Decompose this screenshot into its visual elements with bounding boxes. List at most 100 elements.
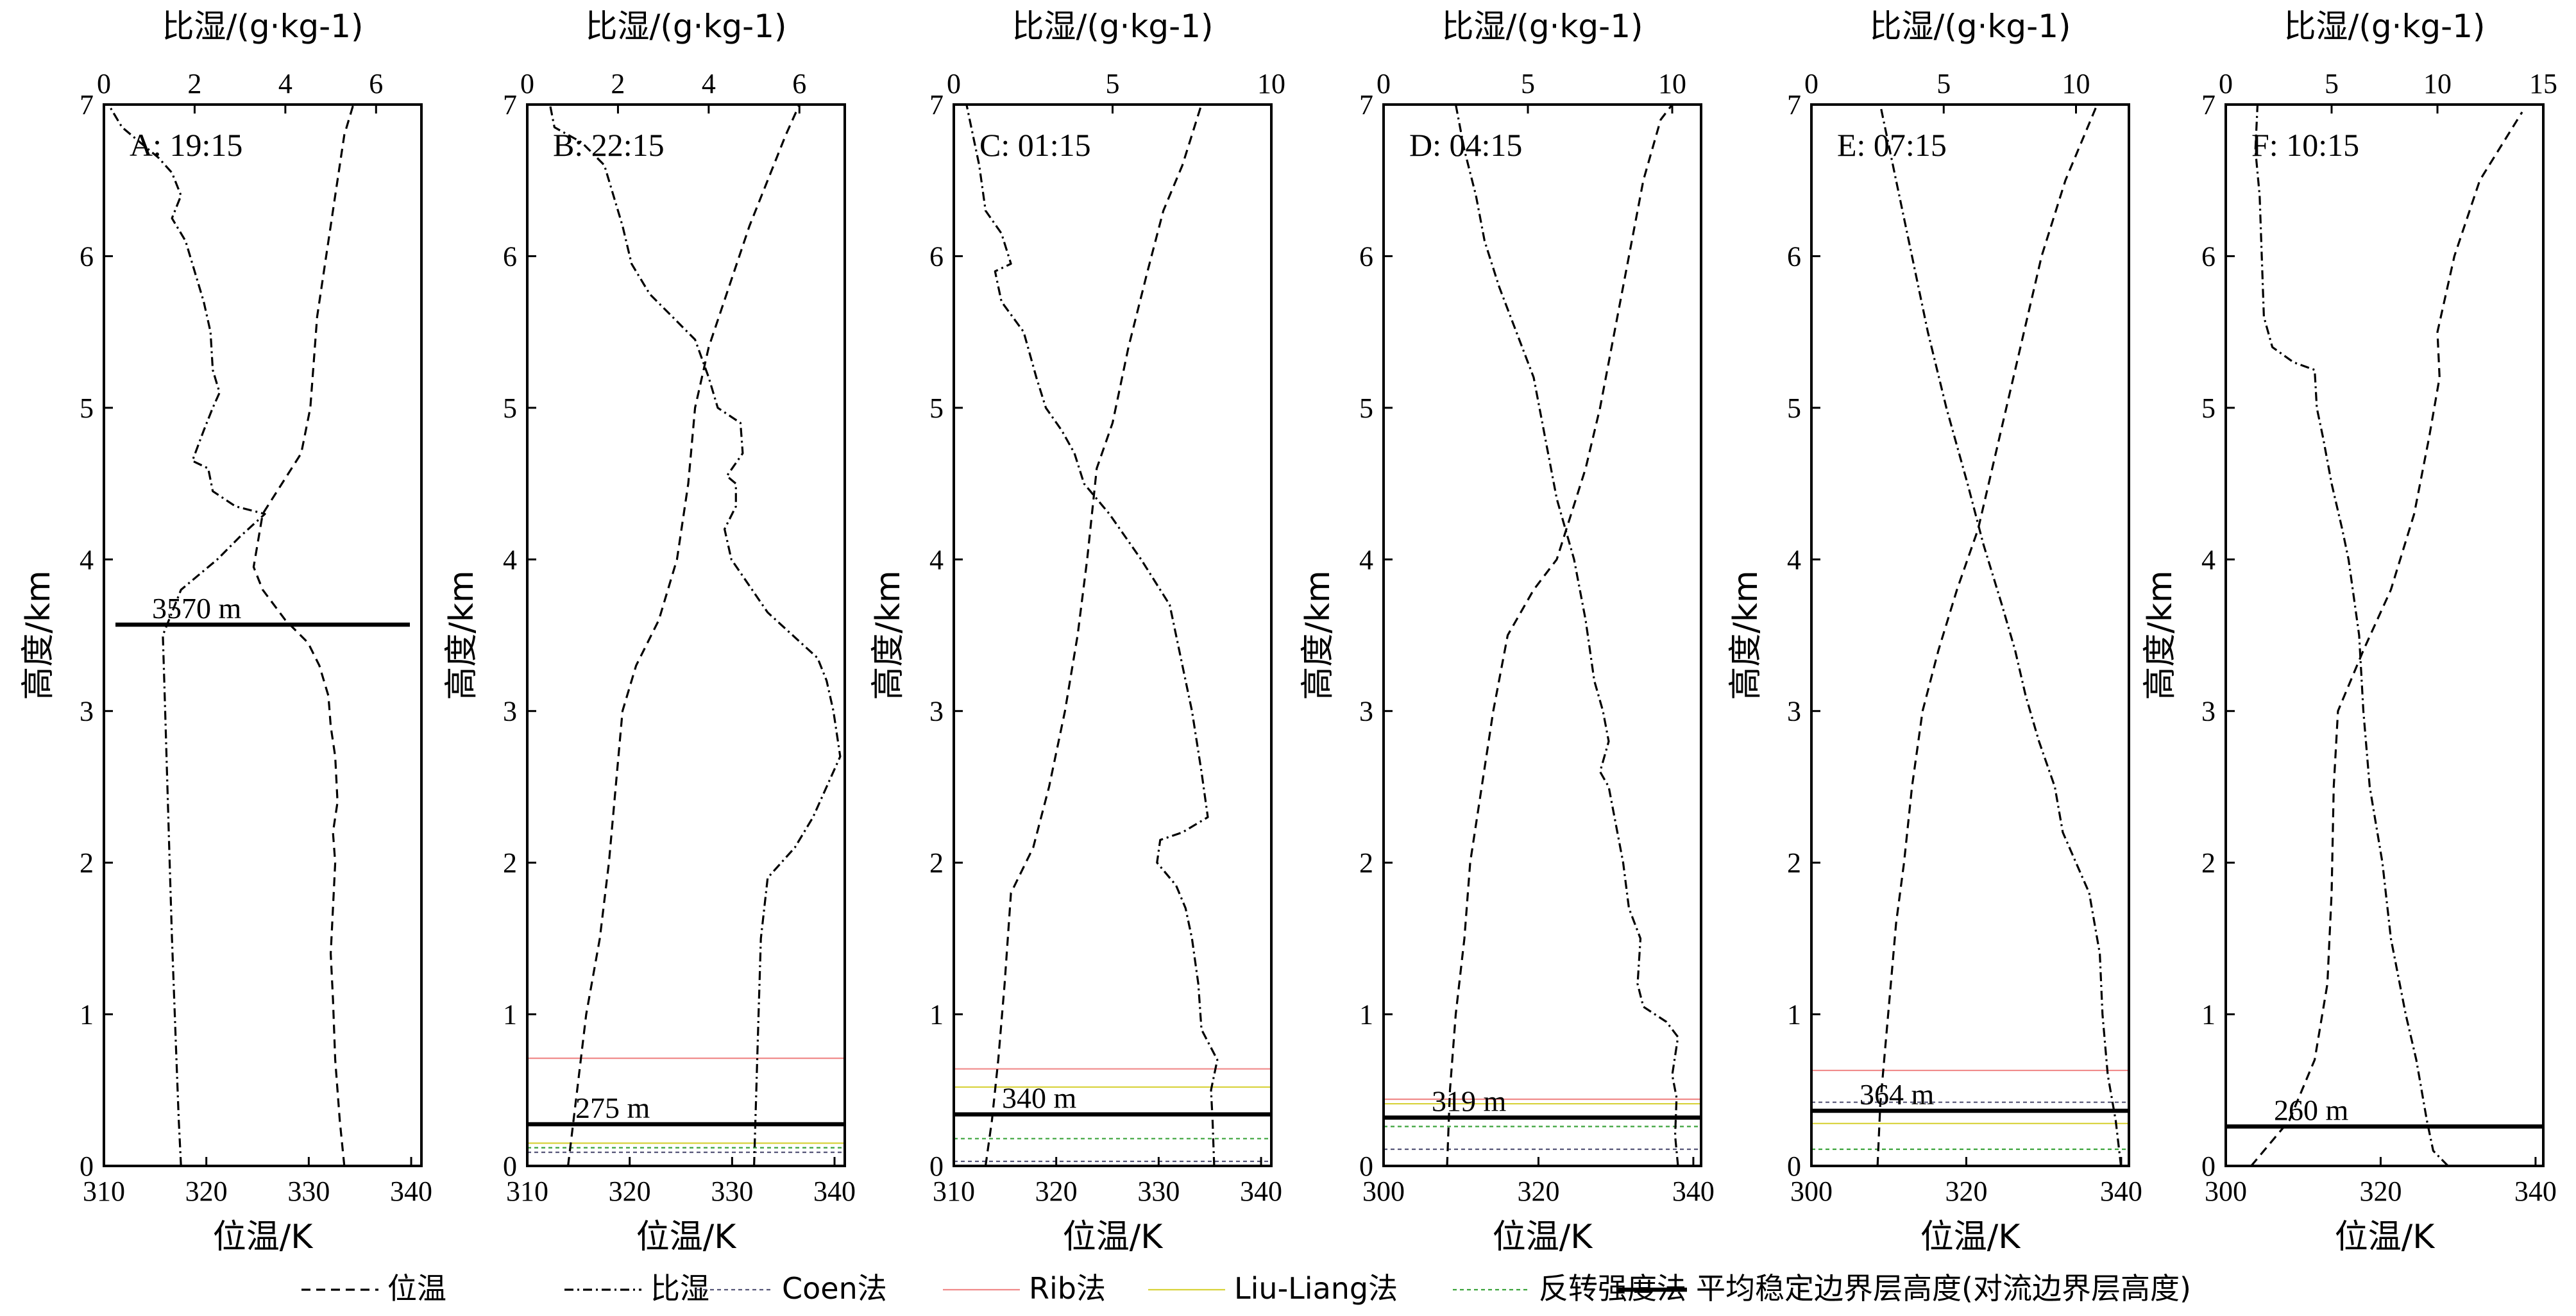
y-tick-label: 3 [1787,696,1801,727]
y-tick-label: 6 [1787,240,1801,272]
x-axis-title: 位温/K [213,1218,314,1256]
series-line-theta [2250,111,2523,1166]
series-line-q [2254,105,2449,1166]
panel-6: 260 m 0 1 2 3 4 5 6 7 300 320 340 0 5 10 15 F: 10:15 位温/K… [2141,8,2557,1256]
x2-tick-label: 5 [1521,68,1535,99]
x-tick-label: 340 [1672,1176,1715,1207]
panel-3: 340 m 0 1 2 3 4 5 6 7 310 320 330 340 0 5 10 C: 01:15 位温/… [869,8,1285,1256]
x2-tick-label: 0 [947,68,961,99]
x2-tick-label: 5 [1106,68,1120,99]
x-axis-title: 位温/K [1063,1218,1164,1256]
pbl-height-label: 3570 m [152,592,242,625]
y-tick-label: 1 [1359,999,1373,1031]
x-tick-label: 330 [711,1176,753,1207]
x-tick-label: 320 [1517,1176,1559,1207]
x2-axis-title: 比湿/(g·kg-1) [1012,8,1213,45]
plot-frame [1810,103,2130,1167]
y-tick-label: 4 [1359,544,1373,575]
x-tick-label: 320 [185,1176,228,1207]
y-axis-title: 高度/km [443,570,481,700]
plot-frame [2224,103,2545,1167]
y-tick-label: 1 [2201,999,2216,1031]
y-tick-label: 7 [80,89,94,121]
series [107,105,355,1166]
x-tick-label: 340 [813,1176,856,1207]
y-tick-label: 6 [929,240,944,272]
series-line-q [965,105,1219,1166]
y-tick-label: 1 [929,999,944,1031]
y-tick-label: 1 [1787,999,1801,1031]
series-line-q [1879,105,2123,1166]
legend-item-coen: Coen法 [696,1271,887,1306]
x-tick-label: 320 [1035,1176,1078,1207]
y-tick-label: 5 [80,392,94,424]
panel-label: E: 07:15 [1837,127,1947,163]
x-tick-label: 340 [2100,1176,2142,1207]
y-tick-label: 4 [2201,544,2216,575]
y-tick-label: 2 [80,847,94,879]
x2-tick-label: 10 [1658,68,1686,99]
x-tick-label: 320 [1945,1176,1987,1207]
x2-tick-label: 0 [1804,68,1818,99]
y-tick-label: 0 [1787,1151,1801,1182]
panel-4: 319 m 0 1 2 3 4 5 6 7 300 320 340 0 5 10 D: 04:15 位温/K 比湿… [1299,8,1715,1256]
y-tick-label: 2 [1359,847,1373,879]
legend-item-q: 比湿 [564,1271,709,1306]
x-tick-label: 340 [1240,1176,1282,1207]
x2-tick-label: 4 [278,68,292,99]
x2-tick-label: 4 [702,68,716,99]
y-axis-title: 高度/km [1299,570,1337,700]
y-axis-title: 高度/km [19,570,58,700]
pbl-height-label: 364 m [1860,1078,1935,1111]
x-tick-label: 310 [506,1176,548,1207]
panel-label: F: 10:15 [2251,127,2359,163]
y-tick-label: 0 [503,1151,517,1182]
series-line-q [548,105,842,1166]
y-tick-label: 2 [503,847,517,879]
method-lines [1811,1069,2129,1151]
x-axis-title: 位温/K [636,1218,738,1256]
panel-label: C: 01:15 [979,127,1091,163]
y-tick-label: 5 [1787,392,1801,424]
legend-label: 比湿 [650,1271,709,1306]
legend-label: Liu-Liang法 [1234,1271,1398,1306]
y-tick-label: 7 [1359,89,1373,121]
y-tick-label: 3 [929,696,944,727]
series-line-theta [252,105,355,1166]
y-axis-title: 高度/km [869,570,908,700]
x2-tick-label: 15 [2529,68,2557,99]
x-tick-label: 340 [2514,1176,2557,1207]
y-tick-label: 4 [929,544,944,575]
x2-tick-label: 0 [2219,68,2233,99]
plot-frame [953,103,1273,1167]
y-tick-label: 7 [929,89,944,121]
x-tick-label: 300 [2205,1176,2247,1207]
x2-tick-label: 0 [520,68,534,99]
y-tick-label: 2 [929,847,944,879]
series [1876,105,2123,1166]
x-tick-label: 300 [1362,1176,1405,1207]
y-tick-label: 5 [1359,392,1373,424]
method-lines [954,1068,1271,1163]
x2-axis-title: 比湿/(g·kg-1) [162,8,363,45]
pbl-height-label: 340 m [1002,1082,1077,1115]
x2-axis-title: 比湿/(g·kg-1) [1869,8,2071,45]
x2-axis-title: 比湿/(g·kg-1) [1441,8,1643,45]
series-line-q [1454,105,1679,1166]
x-axis-title: 位温/K [1493,1218,1594,1256]
y-tick-label: 6 [2201,240,2216,272]
y-tick-label: 3 [2201,696,2216,727]
pbl-height-label: 319 m [1432,1085,1507,1118]
y-tick-label: 7 [503,89,517,121]
y-tick-label: 6 [503,240,517,272]
y-tick-label: 7 [2201,89,2216,121]
x-tick-label: 320 [2359,1176,2402,1207]
plot-frame [1382,103,1702,1167]
x2-tick-label: 0 [97,68,111,99]
y-tick-label: 6 [80,240,94,272]
x-tick-label: 300 [1790,1176,1833,1207]
x2-tick-label: 2 [611,68,625,99]
y-tick-label: 3 [503,696,517,727]
panel-5: 364 m 0 1 2 3 4 5 6 7 300 320 340 0 5 10 E: 07:15 位温/K 比湿… [1727,8,2142,1256]
x2-tick-label: 6 [792,68,806,99]
